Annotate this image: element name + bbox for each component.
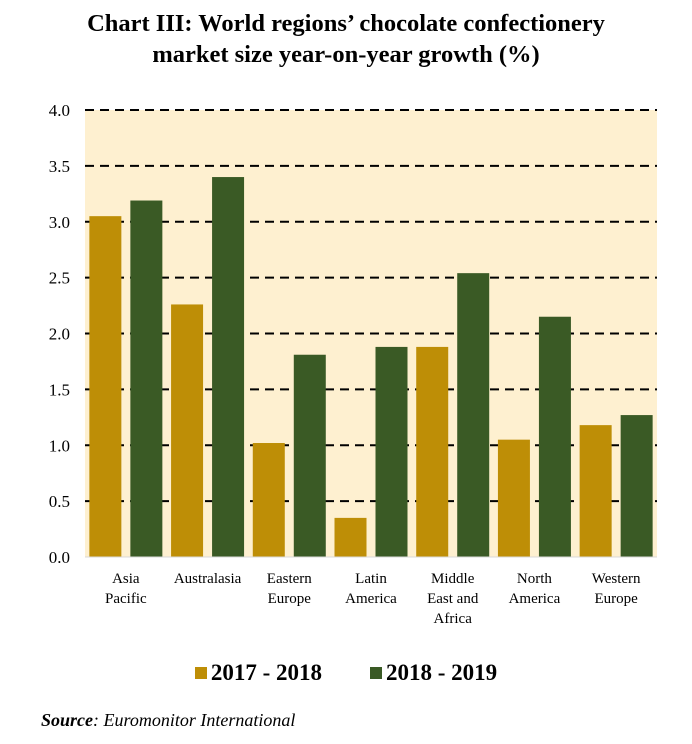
x-tick-label: Asia	[112, 571, 140, 587]
y-tick-label: 3.5	[49, 157, 70, 176]
source-text: : Euromonitor International	[93, 710, 296, 730]
source-label: Source	[41, 710, 94, 730]
x-tick-label: North	[517, 571, 552, 587]
y-tick-label: 4.0	[49, 101, 70, 120]
x-tick-label: Europe	[268, 591, 312, 607]
y-tick-label: 1.0	[49, 436, 70, 455]
bar-chart: 0.0 0.5 1.0 1.5 2.0 2.5 3.0 3.5 4.0 Asia Pacific Au…	[49, 101, 657, 627]
legend-swatch-series1	[194, 667, 207, 679]
bar-series2	[293, 354, 326, 557]
x-tick-label: Europe	[594, 591, 638, 607]
bar-series1	[171, 304, 204, 557]
bar-series1	[89, 216, 122, 557]
x-tick-label: Pacific	[105, 591, 147, 607]
y-tick-label: 0.5	[49, 492, 70, 511]
bar-series1	[579, 425, 612, 557]
bar-series2	[538, 316, 571, 557]
legend-label-series2: 2018 - 2019	[386, 660, 498, 685]
x-tick-label: Western	[592, 571, 641, 587]
bar-series1	[334, 517, 367, 557]
legend-label-series1: 2017 - 2018	[210, 660, 322, 685]
x-tick-label: Middle	[431, 571, 475, 587]
source-note: Source: Euromonitor International	[41, 710, 295, 731]
x-tick-label: America	[345, 591, 397, 607]
bar-series1	[252, 443, 285, 557]
y-tick-label: 0.0	[49, 548, 70, 567]
x-tick-label: Australasia	[174, 571, 242, 587]
legend-item-series1: 2017 - 2018	[194, 660, 322, 686]
legend-item-series2: 2018 - 2019	[370, 660, 497, 686]
bar-series2	[457, 273, 490, 557]
y-tick-label: 1.5	[49, 380, 70, 399]
bar-series2	[130, 200, 163, 557]
y-tick-label: 3.0	[49, 213, 70, 232]
chart-title-line1: Chart III: World regions’ chocolate conf…	[87, 10, 605, 37]
chart-title: Chart III: World regions’ chocolate conf…	[0, 8, 692, 70]
legend: 2017 - 2018 2018 - 2019	[0, 660, 692, 686]
bar-series2	[375, 346, 408, 557]
x-tick-label: Eastern	[267, 571, 312, 587]
x-tick-label: Latin	[355, 571, 387, 587]
bar-series2	[212, 177, 245, 558]
x-tick-label: Africa	[434, 611, 473, 627]
bar-series1	[416, 346, 449, 557]
y-tick-label: 2.5	[49, 269, 70, 288]
y-tick-label: 2.0	[49, 325, 70, 344]
bar-series1	[497, 439, 530, 557]
x-tick-label: America	[509, 591, 561, 607]
legend-swatch-series2	[370, 667, 382, 679]
x-tick-label: East and	[427, 591, 479, 607]
chart-title-line2: market size year-on-year growth (%)	[152, 41, 540, 68]
bar-series2	[620, 415, 653, 557]
